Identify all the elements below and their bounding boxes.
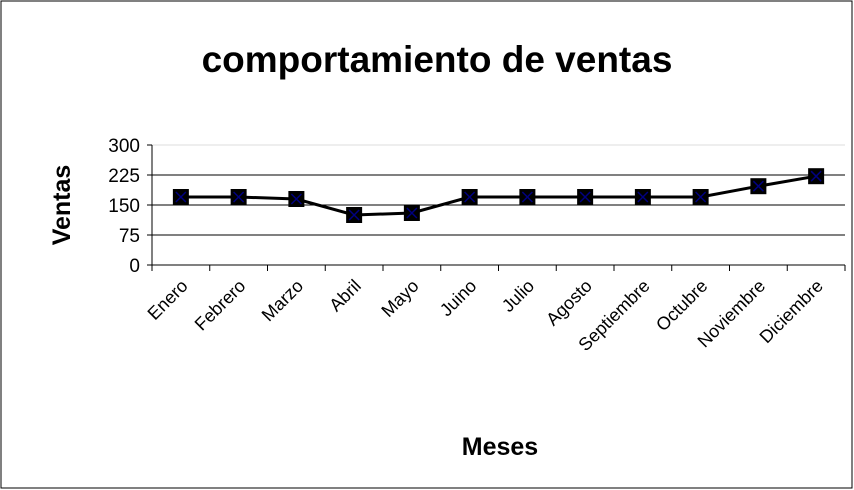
marker (288, 191, 305, 207)
marker-x (175, 191, 187, 203)
y-axis-label: Ventas (48, 165, 76, 246)
marker-x (348, 209, 360, 221)
chart-title: comportamiento de ventas (202, 39, 673, 80)
marker (346, 207, 363, 223)
marker-x (579, 191, 591, 203)
y-tick-label: 300 (108, 136, 140, 157)
marker (808, 168, 825, 185)
line (180, 174, 817, 217)
marker (750, 178, 767, 195)
marker-x (695, 191, 707, 203)
marker-x (233, 191, 245, 203)
marker (172, 189, 189, 205)
marker-x (464, 191, 476, 203)
marker-x (637, 191, 649, 203)
marker (230, 189, 247, 205)
x-axis-label: Meses (462, 433, 538, 461)
marker (692, 189, 709, 205)
y-tick-label: 150 (108, 196, 140, 217)
marker-x (290, 193, 302, 205)
marker-x (752, 180, 764, 192)
marker (519, 189, 536, 205)
marker (634, 189, 651, 205)
y-tick-label: 225 (108, 166, 140, 187)
marker (461, 189, 478, 205)
marker-x (810, 170, 822, 182)
marker-x (521, 191, 533, 203)
marker-x (406, 207, 418, 219)
y-tick-label: 75 (119, 226, 140, 247)
marker (403, 205, 420, 221)
y-tick-label: 0 (129, 256, 140, 277)
marker (577, 189, 594, 205)
